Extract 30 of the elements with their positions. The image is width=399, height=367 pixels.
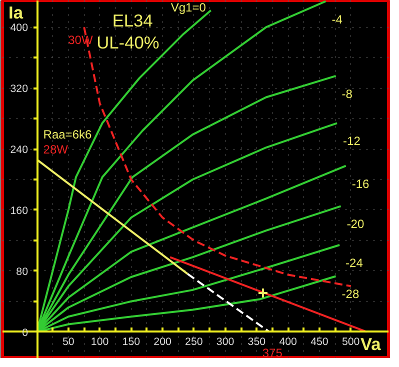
series-label: -28 [342, 287, 360, 302]
y-axis-title: Ia [8, 2, 24, 22]
series-label: -24 [346, 256, 364, 270]
text: UL-40% [96, 32, 160, 52]
x-tick-label: 150 [122, 336, 140, 348]
series-label: -16 [352, 176, 370, 191]
x-tick-label: 300 [216, 336, 234, 348]
x-tick-label: 100 [90, 336, 109, 348]
y-tick-label: 80 [16, 266, 28, 278]
annotation: 28W [43, 142, 69, 157]
text: EL34 [112, 10, 154, 30]
x-tick-label: 450 [310, 336, 328, 348]
y-tick-label: 240 [10, 144, 28, 156]
series-label: Vg1=0 [170, 0, 206, 14]
series-label: -12 [343, 134, 361, 148]
series-label: -4 [332, 12, 343, 26]
annotation: 30W [68, 33, 94, 48]
y-tick-label: 400 [10, 22, 28, 34]
x-tick-label: 350 [248, 336, 266, 348]
x-axis-title: Va [360, 334, 382, 354]
series-label: -20 [346, 217, 364, 232]
x-tick-label: 250 [185, 336, 203, 348]
x-tick-label: 200 [154, 336, 172, 348]
y-tick-label: 320 [10, 83, 28, 96]
x-tick-label: 500 [342, 336, 360, 348]
x-tick-label: 400 [279, 336, 298, 348]
series-label: -8 [342, 86, 353, 101]
x-tick-label: 50 [62, 336, 74, 348]
y-tick-label: 160 [10, 204, 28, 217]
annotation: Raa=6k6 [43, 127, 92, 142]
